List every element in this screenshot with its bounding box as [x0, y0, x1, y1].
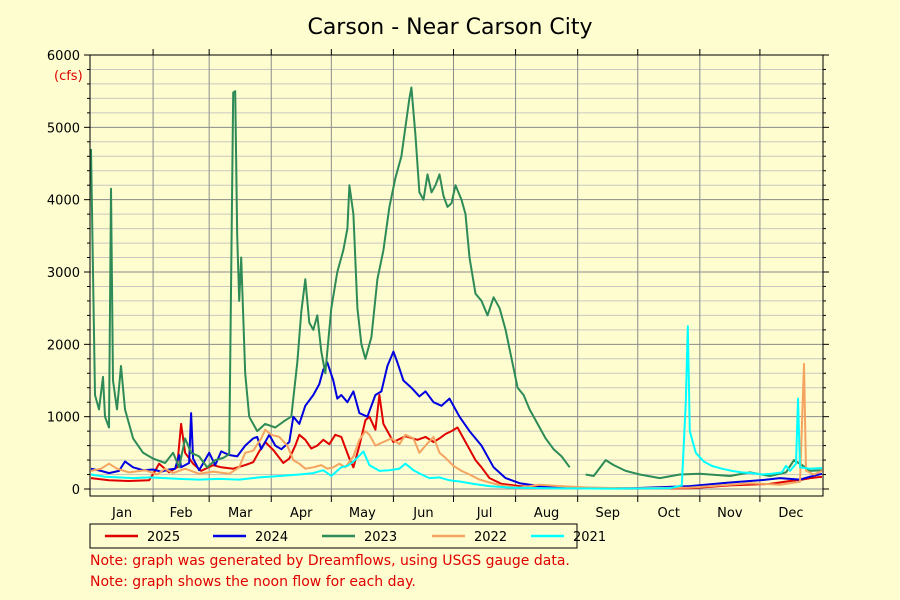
x-tick-label: Jun: [412, 506, 433, 521]
x-tick-label: Aug: [534, 506, 559, 521]
y-tick-label: 5000: [47, 121, 80, 136]
y-tick-label: 6000: [47, 49, 80, 64]
x-tick-label: Oct: [658, 506, 680, 521]
legend-label-2024: 2024: [255, 530, 288, 545]
y-axis-unit: (cfs): [54, 69, 83, 84]
plot-area: [90, 55, 823, 496]
x-tick-label: Jan: [111, 506, 132, 521]
series-line-2023: [90, 86, 571, 469]
y-tick-label: 4000: [47, 194, 80, 209]
x-axis: Jan Feb Mar Apr May Jun Jul Aug Sep Oct Nov Dec: [111, 49, 804, 521]
legend-label-2022: 2022: [474, 530, 507, 545]
x-tick-label: Jul: [476, 506, 493, 521]
grid: [90, 54, 823, 496]
y-tick-label: 1000: [47, 411, 80, 426]
x-tick-label: Mar: [228, 506, 253, 521]
y-axis: 0 1000 2000 3000 4000 5000 6000: [47, 49, 829, 498]
series-line-2021: [90, 325, 823, 490]
x-tick-label: Apr: [290, 506, 313, 521]
note-noon-flow: Note: graph shows the noon flow for each…: [90, 574, 416, 590]
series-line-2022: [90, 362, 823, 490]
y-tick-label: 2000: [47, 338, 80, 353]
legend-label-2023: 2023: [364, 530, 397, 545]
series-layer: [90, 86, 823, 490]
y-tick-label: 3000: [47, 266, 80, 281]
x-tick-label: May: [349, 506, 376, 521]
note-source: Note: graph was generated by Dreamflows,…: [90, 553, 570, 569]
chart-title: Carson - Near Carson City: [307, 15, 592, 40]
x-tick-label: Nov: [717, 506, 743, 521]
legend-label-2021: 2021: [573, 530, 606, 545]
legend-label-2025: 2025: [147, 530, 180, 545]
y-tick-label: 0: [72, 483, 80, 498]
plot-frame: [89, 54, 824, 497]
x-tick-label: Sep: [595, 506, 620, 521]
x-tick-label: Feb: [170, 506, 193, 521]
x-tick-label: Dec: [778, 506, 803, 521]
legend: 2025 2024 2023 2022 2021: [89, 523, 606, 549]
